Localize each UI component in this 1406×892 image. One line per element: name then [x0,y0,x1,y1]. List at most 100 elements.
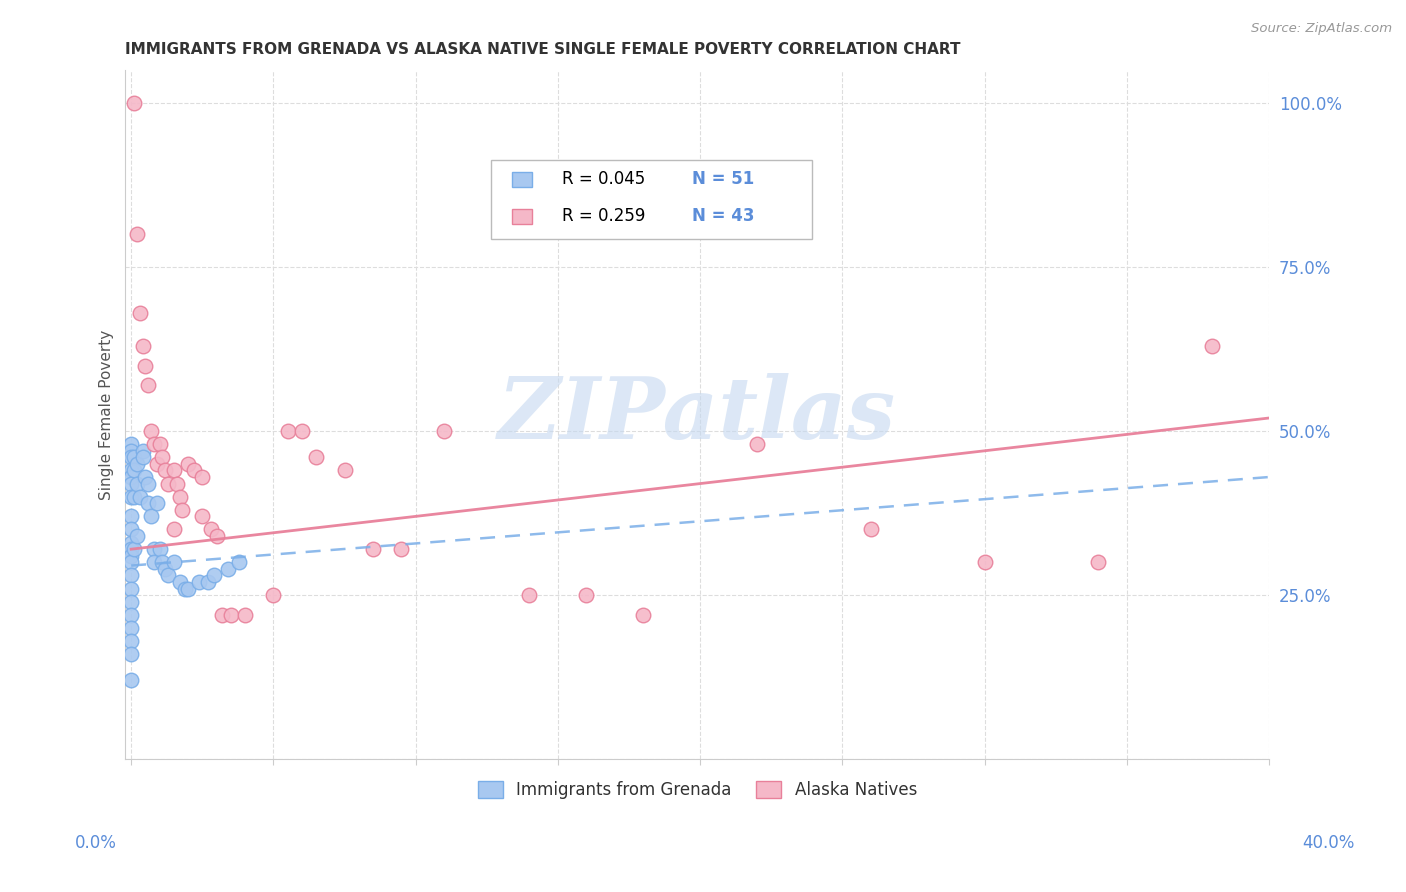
Point [157,568,180,582]
Point [202,568,225,582]
Point [174,582,197,596]
Point [305,450,328,465]
Point [139,509,162,524]
Y-axis label: Single Female Poverty: Single Female Poverty [100,330,114,500]
Point [163,463,186,477]
Point [120,450,142,465]
Point [177,457,200,471]
Point [120,490,142,504]
Point [125,476,148,491]
Point [169,574,191,589]
Point [177,582,200,596]
Point [125,227,148,242]
Point [217,562,239,576]
Text: R = 0.259: R = 0.259 [562,208,645,226]
Point [122,542,145,557]
Point [157,476,180,491]
Point [136,496,159,510]
Point [122,450,145,465]
Point [197,574,219,589]
Point [142,555,165,569]
Point [200,523,222,537]
Point [136,476,159,491]
Point [262,588,284,602]
Legend: Immigrants from Grenada, Alaska Natives: Immigrants from Grenada, Alaska Natives [471,774,924,805]
Point [120,647,142,661]
Point [120,555,142,569]
Text: N = 51: N = 51 [692,170,754,188]
Point [128,306,150,320]
Point [120,634,142,648]
Text: 0.0%: 0.0% [75,834,117,852]
Point [149,437,172,451]
Point [131,443,153,458]
Point [519,588,541,602]
Point [145,496,167,510]
Point [152,555,174,569]
FancyBboxPatch shape [512,209,531,224]
Point [120,607,142,622]
Point [233,607,256,622]
Point [120,443,142,458]
Point [191,470,214,484]
Text: IMMIGRANTS FROM GRENADA VS ALASKA NATIVE SINGLE FEMALE POVERTY CORRELATION CHART: IMMIGRANTS FROM GRENADA VS ALASKA NATIVE… [125,42,960,57]
Text: R = 0.045: R = 0.045 [562,170,645,188]
Point [120,509,142,524]
Point [155,562,177,576]
Point [122,96,145,111]
Point [191,509,214,524]
Point [228,555,250,569]
Text: Source: ZipAtlas.com: Source: ZipAtlas.com [1251,22,1392,36]
Point [120,621,142,635]
Point [131,450,153,465]
Point [120,463,142,477]
Point [120,535,142,549]
Point [122,463,145,477]
Point [120,568,142,582]
Point [391,542,413,557]
FancyBboxPatch shape [492,160,811,239]
Point [277,424,299,438]
Point [122,490,145,504]
Point [163,555,186,569]
Point [183,463,205,477]
Point [172,503,194,517]
Point [169,490,191,504]
Point [155,463,177,477]
Text: ZIPatlas: ZIPatlas [498,373,897,457]
Point [142,437,165,451]
Point [125,457,148,471]
Point [120,549,142,563]
Point [142,542,165,557]
Point [152,450,174,465]
Point [120,594,142,608]
Point [433,424,456,438]
Point [128,490,150,504]
Point [361,542,384,557]
Point [188,574,211,589]
Point [859,523,882,537]
Point [120,582,142,596]
Point [149,542,172,557]
Point [120,523,142,537]
Point [131,339,153,353]
Point [211,607,233,622]
Point [120,476,142,491]
Point [163,523,186,537]
Point [575,588,598,602]
FancyBboxPatch shape [512,171,531,186]
Point [1087,555,1109,569]
Text: 40.0%: 40.0% [1302,834,1355,852]
Point [166,476,188,491]
Point [120,437,142,451]
Point [134,470,156,484]
Point [291,424,314,438]
Point [145,457,167,471]
Point [333,463,356,477]
Point [973,555,995,569]
Point [219,607,242,622]
Point [120,542,142,557]
Point [120,673,142,688]
Point [205,529,228,543]
Text: N = 43: N = 43 [692,208,754,226]
